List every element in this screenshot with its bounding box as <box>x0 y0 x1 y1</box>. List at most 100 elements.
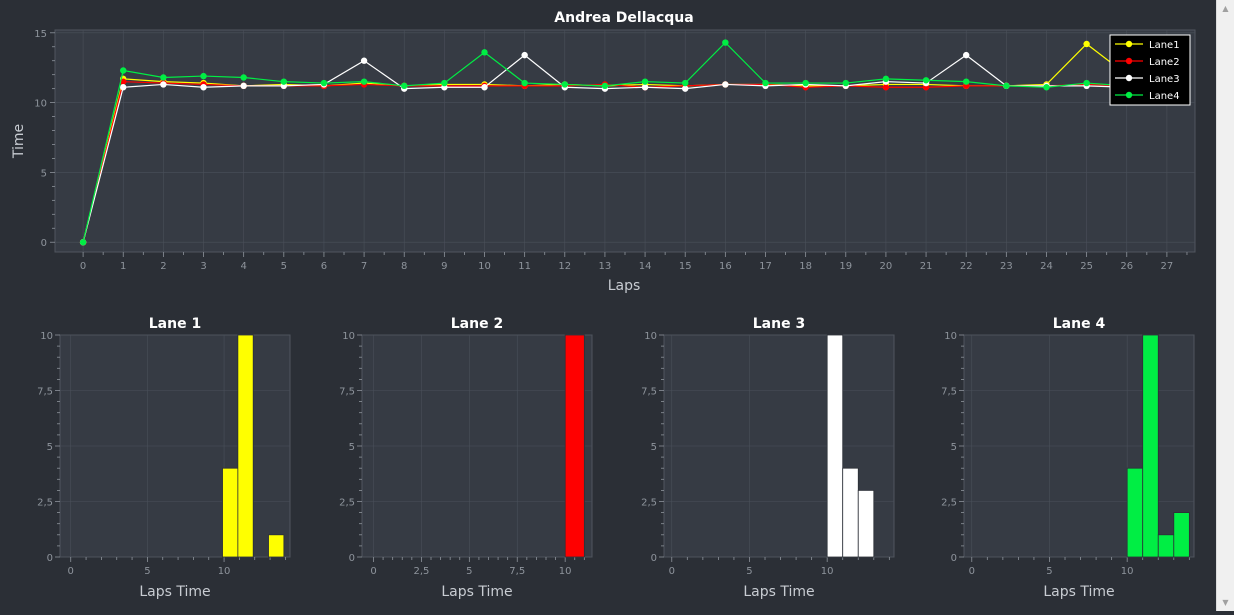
x-tick-label: 5 <box>281 261 287 272</box>
lane-3-title: Lane 3 <box>753 316 805 332</box>
lane-3-bar <box>842 467 859 558</box>
lane-1-bar <box>237 334 254 558</box>
series-line-lane3 <box>82 54 1167 243</box>
lane-1-bar <box>268 534 285 558</box>
lane-2-x-tick-label: 2,5 <box>413 566 429 577</box>
legend-marker-lane4 <box>1125 91 1133 99</box>
lane-2-y-tick-label: 5 <box>349 442 355 453</box>
x-tick-label: 12 <box>558 261 571 272</box>
x-tick-label: 22 <box>960 261 973 272</box>
lane-4-x-tick-label: 0 <box>969 566 975 577</box>
lane-4-bar <box>1126 467 1144 558</box>
series-point-lane3 <box>481 84 488 91</box>
vertical-scrollbar[interactable]: ▲ ▼ <box>1216 0 1234 611</box>
series-point-lane4 <box>922 77 930 84</box>
series-point-lane4 <box>722 39 729 46</box>
series-point-lane4 <box>240 74 247 81</box>
lane-2-y-tick-label: 2,5 <box>339 498 355 509</box>
series-point-lane3 <box>160 81 167 88</box>
series-point-lane4 <box>481 49 488 56</box>
series-point-lane4 <box>401 82 408 90</box>
x-tick-label: 19 <box>839 261 852 272</box>
lane-4-bar <box>1173 512 1190 558</box>
x-tick-label: 23 <box>1000 261 1013 272</box>
x-tick-label: 25 <box>1080 261 1093 272</box>
chevron-down-icon[interactable]: ▼ <box>1222 598 1229 607</box>
x-tick-label: 4 <box>240 261 246 272</box>
lane-3-y-tick-label: 10 <box>644 331 657 342</box>
y-tick-label: 5 <box>41 168 47 179</box>
series-point-lane4 <box>521 79 528 87</box>
chevron-up-icon[interactable]: ▲ <box>1222 4 1229 13</box>
lane-3-y-tick-label: 7,5 <box>641 387 657 398</box>
lane-1-x-tick-label: 5 <box>144 566 150 577</box>
lane-3-x-tick-label: 0 <box>669 566 675 577</box>
series-point-lane3 <box>240 82 247 90</box>
x-tick-label: 18 <box>799 261 812 272</box>
lane-4-bar <box>1157 534 1175 558</box>
charts-window: 0 1 2 3 4 5 6 7 8 9 10 11 12 13 14 15 16 17 18 19 20 21 22 23 24… <box>11 10 1196 600</box>
legend-label-lane4: Lane4 <box>1149 91 1180 102</box>
main-chart-plot-area <box>54 29 1196 253</box>
lane-1-y-tick-label: 7,5 <box>37 387 53 398</box>
series-point-lane1 <box>1083 40 1090 48</box>
y-tick-label: 10 <box>34 99 47 110</box>
lane-1-y-tick-label: 2,5 <box>37 498 53 509</box>
series-point-lane4 <box>882 75 890 83</box>
y-tick-label: 0 <box>41 238 47 249</box>
lane-2-x-axis-label: Laps Time <box>441 584 512 600</box>
series-point-lane4 <box>1083 79 1090 87</box>
x-tick-label: 27 <box>1161 261 1174 272</box>
lane-2-y-tick-label: 10 <box>342 331 355 342</box>
lane-4-y-tick-label: 7,5 <box>941 387 957 398</box>
series-point-lane4 <box>320 79 328 87</box>
x-tick-label: 8 <box>401 261 407 272</box>
lane-4-y-tick-label: 0 <box>951 553 957 564</box>
legend-label-lane3: Lane3 <box>1149 74 1180 85</box>
series-point-lane4 <box>682 79 689 87</box>
series-point-lane3 <box>521 51 528 59</box>
series-point-lane2 <box>120 78 127 85</box>
x-tick-label: 9 <box>441 261 447 272</box>
main-x-axis-label: Laps <box>608 278 641 294</box>
series-point-lane4 <box>360 78 368 85</box>
series-point-lane4 <box>280 78 288 85</box>
lane-3-bar <box>857 489 875 558</box>
x-tick-label: 7 <box>361 261 367 272</box>
lane-3-x-tick-label: 5 <box>746 566 752 577</box>
series-line-lane4 <box>82 41 1167 243</box>
series-point-lane3 <box>722 81 729 88</box>
x-tick-label: 1 <box>120 261 126 272</box>
series-point-lane4 <box>200 72 207 80</box>
lane-4-y-tick-label: 2,5 <box>941 498 957 509</box>
x-tick-label: 10 <box>478 261 491 272</box>
legend-label-lane1: Lane1 <box>1149 40 1180 51</box>
legend-marker-lane1 <box>1125 40 1133 48</box>
lane-2-bar <box>564 334 585 558</box>
legend-marker-lane2 <box>1125 57 1133 65</box>
main-chart-title: Andrea Dellacqua <box>554 10 693 26</box>
charts-canvas: 0 1 2 3 4 5 6 7 8 9 10 11 12 13 14 15 16 17 18 19 20 21 22 23 24… <box>11 10 1196 600</box>
lane-2-y-tick-label: 0 <box>349 553 355 564</box>
series-point-lane4 <box>561 81 568 88</box>
series-point-lane4 <box>160 74 167 81</box>
lane-3-x-tick-label: 10 <box>821 566 834 577</box>
lane-1-y-tick-label: 0 <box>47 553 53 564</box>
x-tick-label: 3 <box>200 261 206 272</box>
lane-2-x-tick-label: 10 <box>559 566 572 577</box>
series-point-lane4 <box>641 78 649 85</box>
lane-1-y-tick-label: 5 <box>47 442 53 453</box>
series-point-lane4 <box>802 79 809 87</box>
series-point-lane3 <box>641 84 649 91</box>
lane-4-y-tick-label: 10 <box>944 331 957 342</box>
lane-1-bar <box>222 467 239 558</box>
x-tick-label: 14 <box>639 261 652 272</box>
lane-1-y-tick-label: 10 <box>40 331 53 342</box>
lane-1-title: Lane 1 <box>149 316 201 332</box>
series-point-lane3 <box>200 84 207 91</box>
lane-2-x-tick-label: 0 <box>370 566 376 577</box>
series-point-lane3 <box>360 57 368 64</box>
x-tick-label: 24 <box>1040 261 1053 272</box>
x-tick-label: 11 <box>518 261 531 272</box>
legend-marker-lane3 <box>1125 74 1133 82</box>
